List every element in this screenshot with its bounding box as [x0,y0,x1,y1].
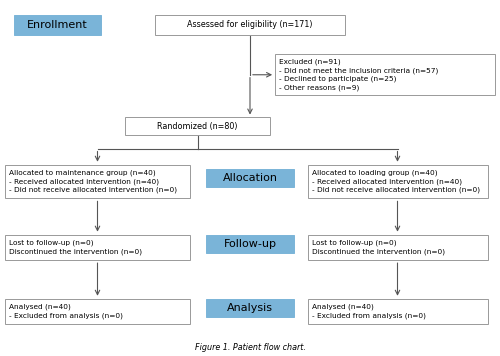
Text: Analysis: Analysis [227,303,273,313]
FancyBboxPatch shape [5,235,190,260]
FancyBboxPatch shape [125,117,270,135]
Text: Follow-up: Follow-up [224,239,276,249]
Text: Enrollment: Enrollment [27,20,88,30]
Text: Figure 1. Patient flow chart.: Figure 1. Patient flow chart. [194,342,306,352]
Text: Randomized (n=80): Randomized (n=80) [157,122,238,131]
FancyBboxPatch shape [206,235,294,253]
Text: Assessed for eligibility (n=171): Assessed for eligibility (n=171) [187,20,313,30]
FancyBboxPatch shape [275,54,495,95]
Text: Analysed (n=40)
- Excluded from analysis (n=0): Analysed (n=40) - Excluded from analysis… [312,304,426,319]
FancyBboxPatch shape [206,299,294,317]
FancyBboxPatch shape [14,15,101,35]
FancyBboxPatch shape [5,299,190,324]
FancyBboxPatch shape [308,299,488,324]
FancyBboxPatch shape [155,15,345,35]
FancyBboxPatch shape [308,164,488,199]
FancyBboxPatch shape [5,164,190,199]
Text: Allocated to loading group (n=40)
- Received allocated intervention (n=40)
- Did: Allocated to loading group (n=40) - Rece… [312,170,480,193]
Text: Excluded (n=91)
- Did not meet the inclusion criteria (n=57)
- Declined to parti: Excluded (n=91) - Did not meet the inclu… [279,59,438,91]
FancyBboxPatch shape [206,169,294,187]
Text: Lost to follow-up (n=0)
Discontinued the intervention (n=0): Lost to follow-up (n=0) Discontinued the… [9,240,142,255]
FancyBboxPatch shape [308,235,488,260]
Text: Lost to follow-up (n=0)
Discontinued the intervention (n=0): Lost to follow-up (n=0) Discontinued the… [312,240,444,255]
Text: Analysed (n=40)
- Excluded from analysis (n=0): Analysed (n=40) - Excluded from analysis… [9,304,123,319]
Text: Allocation: Allocation [222,173,278,183]
Text: Allocated to maintenance group (n=40)
- Received allocated intervention (n=40)
-: Allocated to maintenance group (n=40) - … [9,170,177,193]
